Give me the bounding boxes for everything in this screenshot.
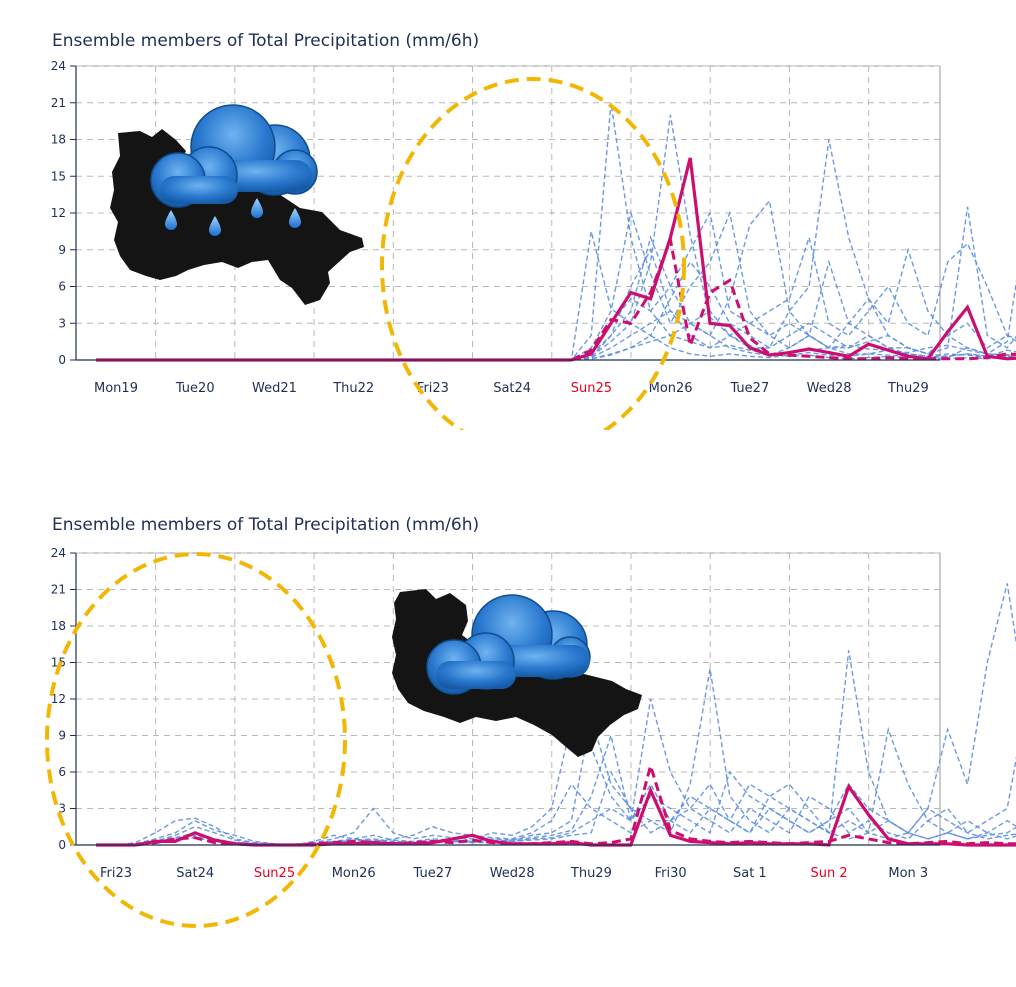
y-tick-label: 6 — [58, 765, 66, 779]
x-tick-label: Sun 2 — [811, 866, 848, 881]
x-tick-label: Fri30 — [655, 866, 687, 881]
y-tick-label: 21 — [51, 96, 66, 110]
x-tick-label: Mon26 — [649, 381, 693, 396]
x-tick-label: Mon19 — [94, 381, 138, 396]
x-tick-label: Sat24 — [176, 866, 214, 881]
x-tick-label: Mon 3 — [888, 866, 928, 881]
y-tick-label: 6 — [58, 280, 66, 294]
rain-cloud-icon — [426, 594, 591, 695]
x-tick-label: Thu29 — [887, 381, 929, 396]
x-tick-label: Sat 1 — [733, 866, 767, 881]
series-line — [96, 297, 1016, 361]
x-tick-label: Thu22 — [332, 381, 374, 396]
precipitation-chart-1: 0 3 6 9 12 15 18 21 24 Mon19 Tue20 Wed21 Thu22 Fri23 S… — [51, 59, 1016, 430]
x-tick-label: Sat24 — [493, 381, 531, 396]
x-tick-label: Wed28 — [807, 381, 852, 396]
y-tick-label: 3 — [58, 316, 66, 330]
x-tick-label: Tue20 — [175, 381, 215, 396]
rain-cloud-icon — [150, 104, 318, 208]
raindrop-icon — [165, 210, 177, 230]
y-tick-label: 9 — [58, 243, 66, 257]
y-tick-label: 0 — [58, 838, 66, 852]
x-tick-label: Sun25 — [254, 866, 295, 881]
x-tick-label: Sun25 — [571, 381, 612, 396]
raindrop-icon — [209, 216, 221, 236]
y-tick-label: 12 — [51, 206, 66, 220]
precipitation-chart-2: 0 3 6 9 12 15 18 21 24 Fri23 Sat24 Sun25 Mon26 Tue27 W… — [45, 546, 1016, 928]
series-line — [96, 783, 1016, 847]
y-tick-label: 9 — [58, 729, 66, 743]
series-line — [96, 732, 1016, 846]
x-tick-label: Tue27 — [413, 866, 453, 881]
raindrop-icon — [251, 198, 263, 218]
y-tick-label: 12 — [51, 692, 66, 706]
y-tick-label: 0 — [58, 353, 66, 367]
y-tick-label: 24 — [51, 59, 66, 73]
y-tick-label: 3 — [58, 802, 66, 816]
x-tick-label: Mon26 — [332, 866, 376, 881]
y-tick-label: 18 — [51, 619, 66, 633]
x-tick-label: Wed21 — [252, 381, 297, 396]
series-line — [96, 760, 1016, 847]
y-tick-label: 21 — [51, 583, 66, 597]
y-tick-label: 15 — [51, 169, 66, 183]
x-tick-label: Fri23 — [417, 381, 449, 396]
chart-title-2: Ensemble members of Total Precipitation … — [52, 515, 480, 535]
x-tick-label: Wed28 — [490, 866, 535, 881]
y-tick-label: 24 — [51, 546, 66, 560]
highlight-circle-2 — [45, 552, 347, 928]
x-tick-label: Fri23 — [100, 866, 132, 881]
y-tick-label: 15 — [51, 656, 66, 670]
chart-title-1: Ensemble members of Total Precipitation … — [52, 31, 480, 51]
highlight-circle-1 — [380, 77, 686, 430]
raindrop-icon — [289, 208, 301, 228]
x-tick-label: Thu29 — [570, 866, 612, 881]
x-tick-label: Tue27 — [729, 381, 769, 396]
y-tick-label: 18 — [51, 133, 66, 147]
